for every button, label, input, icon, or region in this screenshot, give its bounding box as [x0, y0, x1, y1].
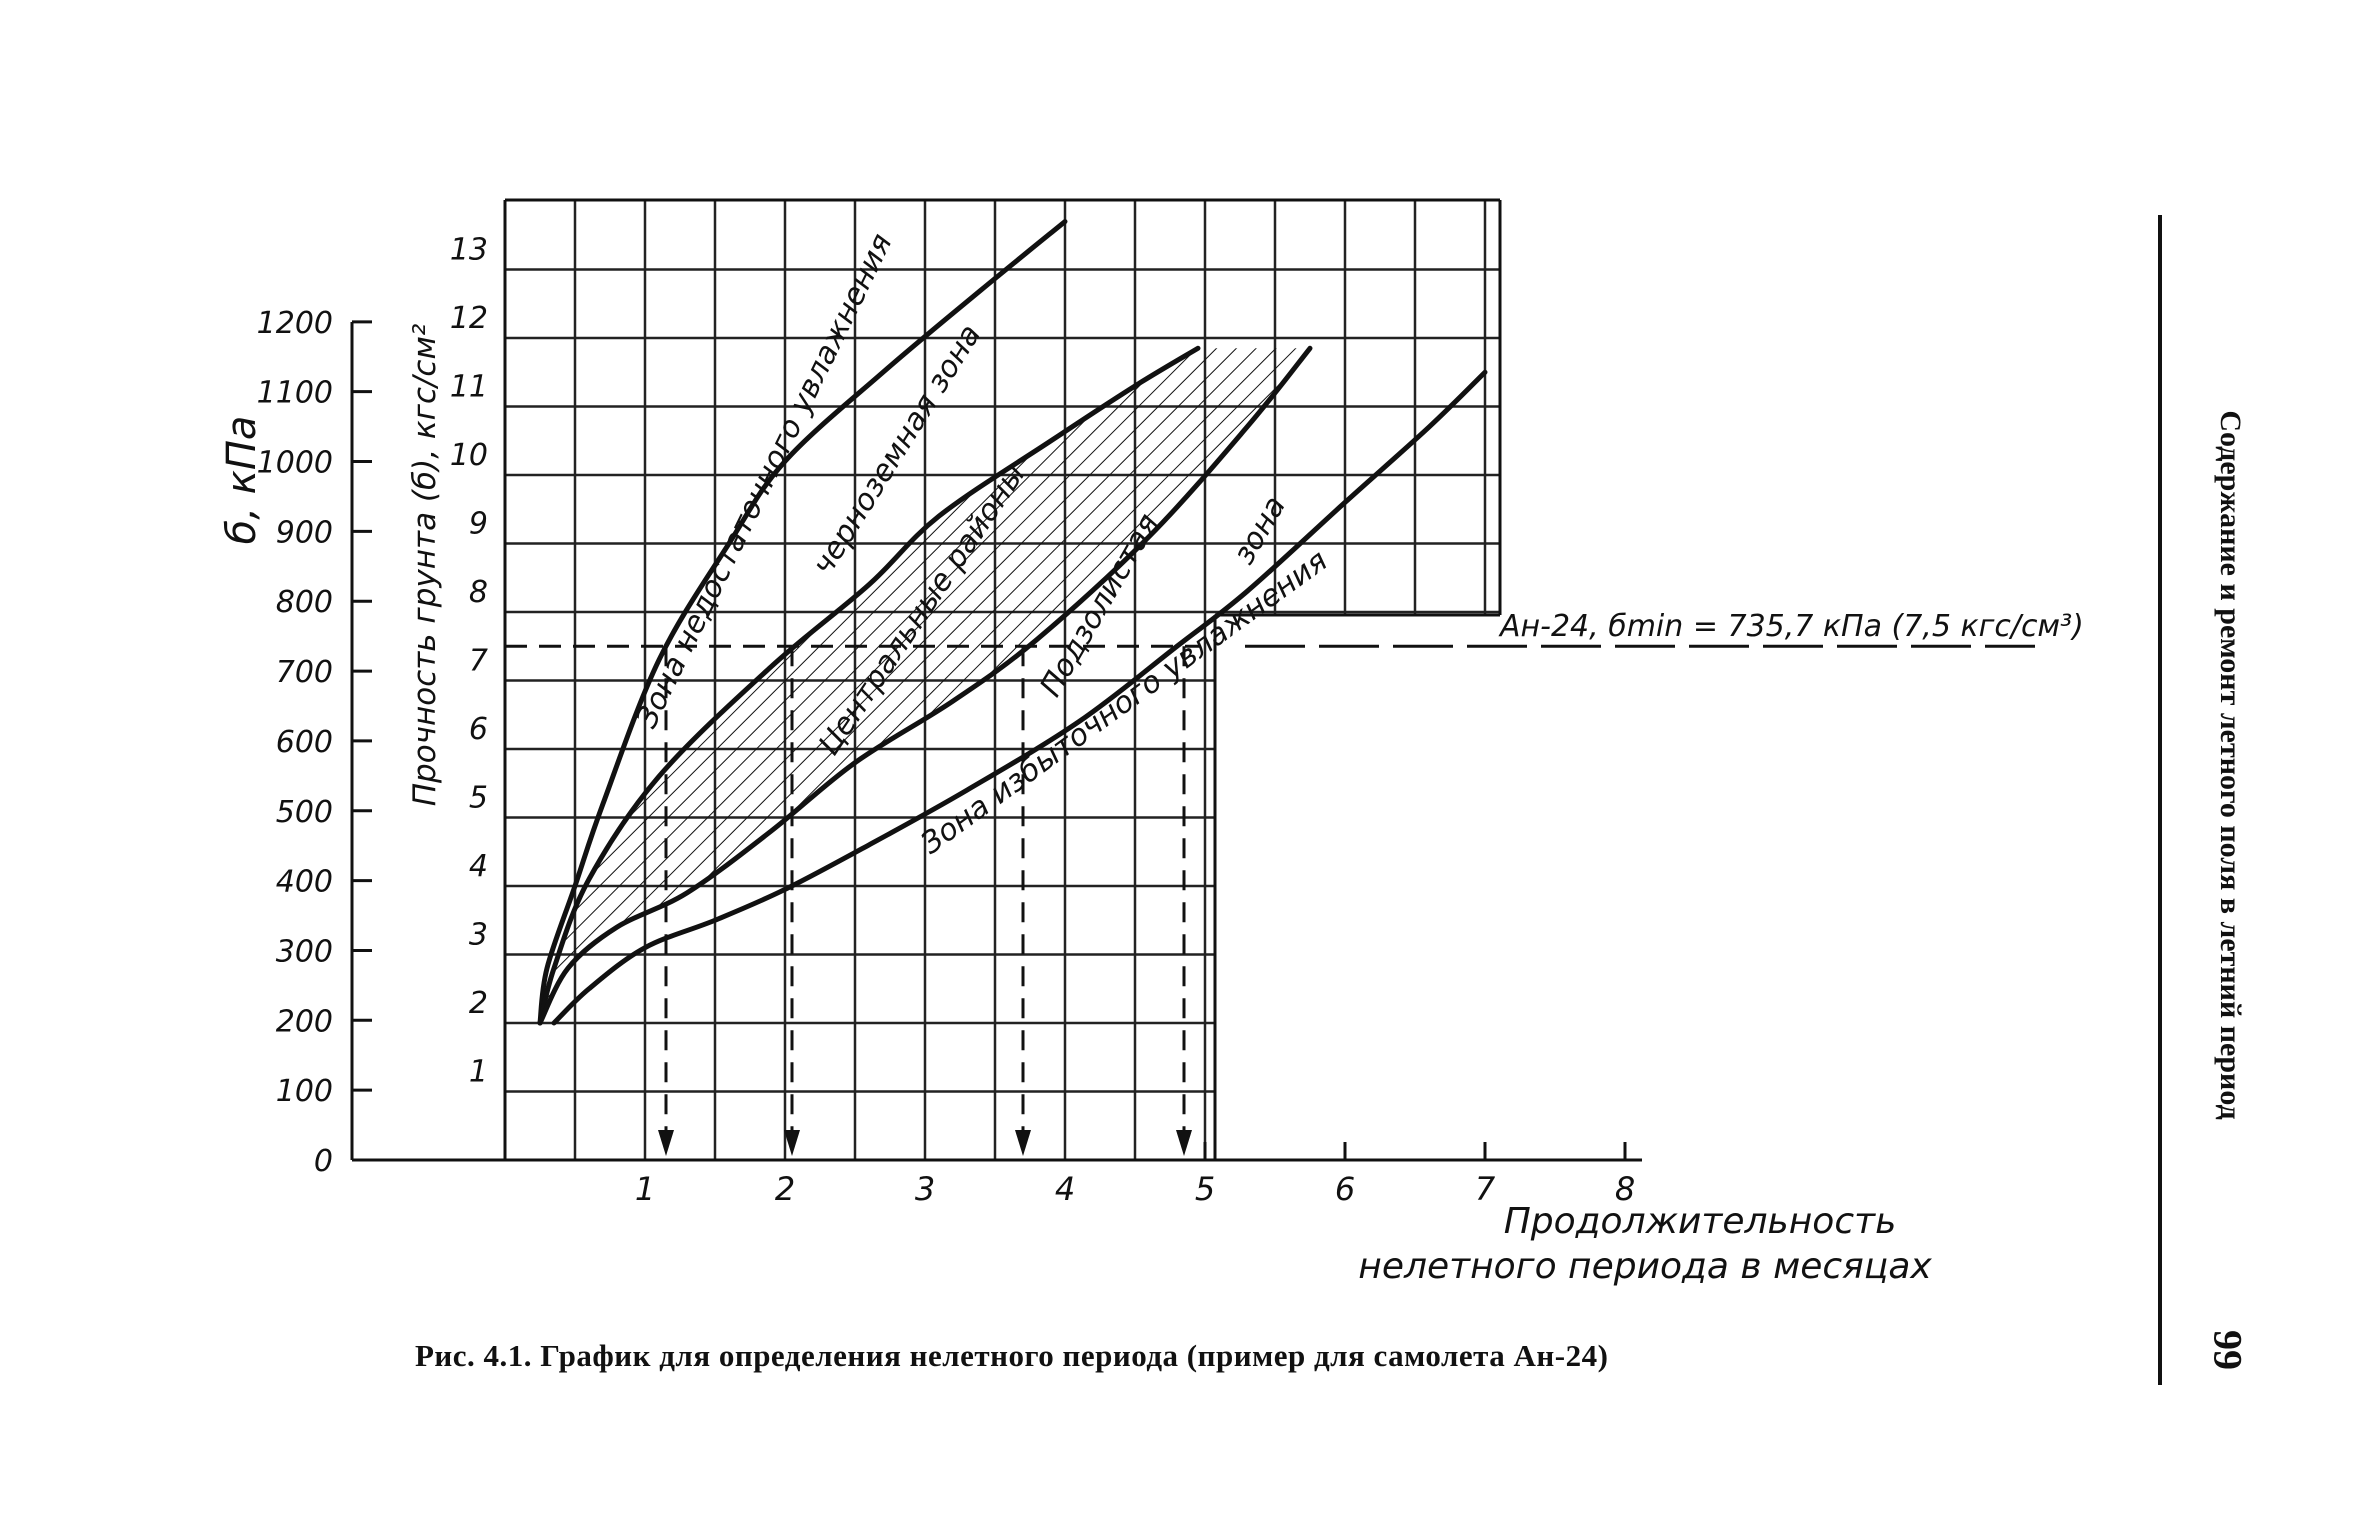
example-arrowhead: [1176, 1130, 1192, 1156]
tick-label-kgf: 12: [450, 301, 488, 336]
zone-curve-c3: [537, 345, 1313, 1026]
tick-label-kpa: 1100: [257, 376, 333, 411]
tick-label-kpa: 800: [276, 585, 333, 620]
tick-label-kpa: 700: [276, 655, 333, 690]
example-arrowhead: [658, 1130, 674, 1156]
tick-label-x: 7: [1475, 1170, 1496, 1208]
hatched-central-region: [540, 348, 1310, 1023]
tick-label-kgf: 4: [469, 849, 488, 884]
tick-label-kpa: 600: [276, 725, 333, 760]
x-axis-label-line1: Продолжительность: [1504, 1201, 1897, 1242]
tick-label-kgf: 13: [450, 233, 488, 268]
tick-label-kpa: 300: [276, 934, 333, 969]
example-arrowhead: [784, 1130, 800, 1156]
y-axis-label-kpa: б, кПа: [219, 416, 265, 545]
running-head: Содержание и ремонт летного поля в летни…: [2210, 340, 2250, 1190]
page-number-text: 99: [2205, 1330, 2251, 1370]
tick-label-kgf: 11: [450, 370, 488, 405]
zone-curve-c4: [551, 369, 1488, 1026]
tick-label-kpa: 1000: [257, 446, 333, 481]
margin-rule: [2158, 215, 2162, 1385]
example-arrowhead: [1015, 1130, 1031, 1156]
y-axis-label-kgf: Прочность грунта (б), кгс/см²: [407, 324, 443, 807]
tick-label-kpa: 200: [276, 1004, 333, 1039]
tick-label-kpa: 500: [276, 795, 333, 830]
x-axis-label-line2: нелетного периода в месяцах: [1358, 1246, 1932, 1287]
tick-label-x: 6: [1335, 1170, 1355, 1208]
tick-label-x: 3: [915, 1170, 935, 1208]
tick-label-kpa: 1200: [257, 306, 333, 341]
tick-label-kpa: 100: [276, 1074, 333, 1109]
tick-label-kpa: 400: [276, 865, 333, 900]
zone-curve-c1: [537, 219, 1068, 1026]
tick-label-x: 8: [1615, 1170, 1635, 1208]
tick-label-kgf: 6: [469, 712, 488, 747]
zone-boundary-curves: [537, 219, 1488, 1026]
example-label: Ан-24, бmin = 735,7 кПа (7,5 кгс/см³): [1498, 609, 2084, 644]
central-zone-hatch: [540, 348, 1310, 1023]
tick-label-kgf: 1: [469, 1055, 488, 1090]
tick-label-kpa: 900: [276, 515, 333, 550]
example-construction-lines: [505, 644, 2035, 1156]
tick-label-x: 1: [635, 1170, 655, 1208]
tick-label-kgf: 3: [469, 918, 488, 953]
tick-label-kgf: 2: [469, 986, 488, 1021]
page-number: 99: [2196, 1318, 2260, 1382]
tick-label-x: 4: [1055, 1170, 1075, 1208]
tick-label-kgf: 8: [469, 575, 488, 610]
tick-label-kgf: 5: [469, 781, 488, 816]
tick-label-x: 2: [775, 1170, 795, 1208]
running-head-text: Содержание и ремонт летного поля в летни…: [2214, 410, 2247, 1120]
tick-label-kpa: 0: [314, 1144, 333, 1179]
figure-caption: Рис. 4.1. График для определения нелетно…: [415, 1338, 1609, 1373]
tick-label-kgf: 9: [469, 507, 488, 542]
zone-curve-c2: [537, 345, 1201, 1026]
tick-label-kgf: 10: [450, 438, 488, 473]
tick-label-kgf: 7: [469, 644, 488, 679]
tick-label-x: 5: [1195, 1170, 1215, 1208]
axis-ticks: 0 100 200 300 400 500 600 700 800 900 1000 1100 1200…: [257, 233, 1636, 1209]
